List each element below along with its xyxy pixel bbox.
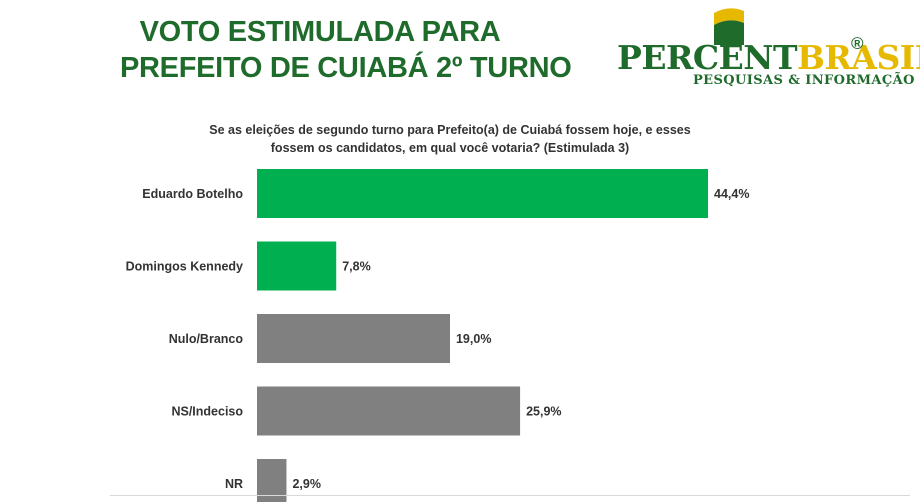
registered-mark: ® [851, 34, 864, 53]
title-line-1: VOTO ESTIMULADA PARA [139, 16, 501, 48]
flag-icon [714, 8, 744, 45]
chart-title: VOTO ESTIMULADA PARA PREFEITO DE CUIABÁ … [120, 14, 572, 86]
bar [257, 169, 708, 218]
bar [257, 459, 287, 502]
logo-tagline: PESQUISAS & INFORMAÇÃO [693, 73, 915, 88]
title-line-2: PREFEITO DE CUIABÁ 2º TURNO [120, 52, 572, 84]
chart-baseline [110, 495, 910, 496]
bar [257, 386, 521, 436]
category-label: Nulo/Branco [169, 332, 244, 346]
value-label: 7,8% [342, 260, 371, 274]
category-label: Eduardo Botelho [142, 187, 243, 201]
category-label: NR [225, 477, 243, 491]
category-label: Domingos Kennedy [126, 260, 243, 274]
logo-word-brasil: BRASIL [797, 38, 920, 77]
category-label: NS/Indeciso [171, 405, 243, 419]
survey-question: Se as eleições de segundo turno para Pre… [209, 123, 691, 155]
value-label: 44,4% [714, 187, 749, 201]
bar [257, 314, 450, 363]
logo-wordmark: PERCENTBRASIL [617, 38, 920, 77]
value-label: 25,9% [526, 405, 561, 419]
bar [257, 241, 337, 291]
value-label: 19,0% [456, 332, 491, 346]
value-label: 2,9% [292, 477, 321, 491]
logo-word-percent: PERCENT [617, 38, 798, 77]
